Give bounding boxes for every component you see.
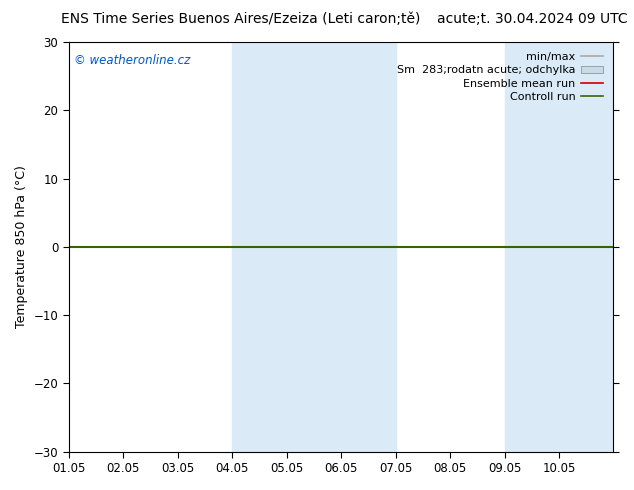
Bar [232,42,396,452]
Text: © weatheronline.cz: © weatheronline.cz [74,54,190,67]
Y-axis label: Temperature 850 hPa (°C): Temperature 850 hPa (°C) [15,166,28,328]
Legend: min/max, Sm  283;rodatn acute; odchylka, Ensemble mean run, Controll run: min/max, Sm 283;rodatn acute; odchylka, … [392,48,608,106]
Text: ENS Time Series Buenos Aires/Ezeiza (Leti caron;tě): ENS Time Series Buenos Aires/Ezeiza (Let… [61,12,420,26]
Text: acute;t. 30.04.2024 09 UTC: acute;t. 30.04.2024 09 UTC [437,12,628,26]
Bar [505,42,614,452]
